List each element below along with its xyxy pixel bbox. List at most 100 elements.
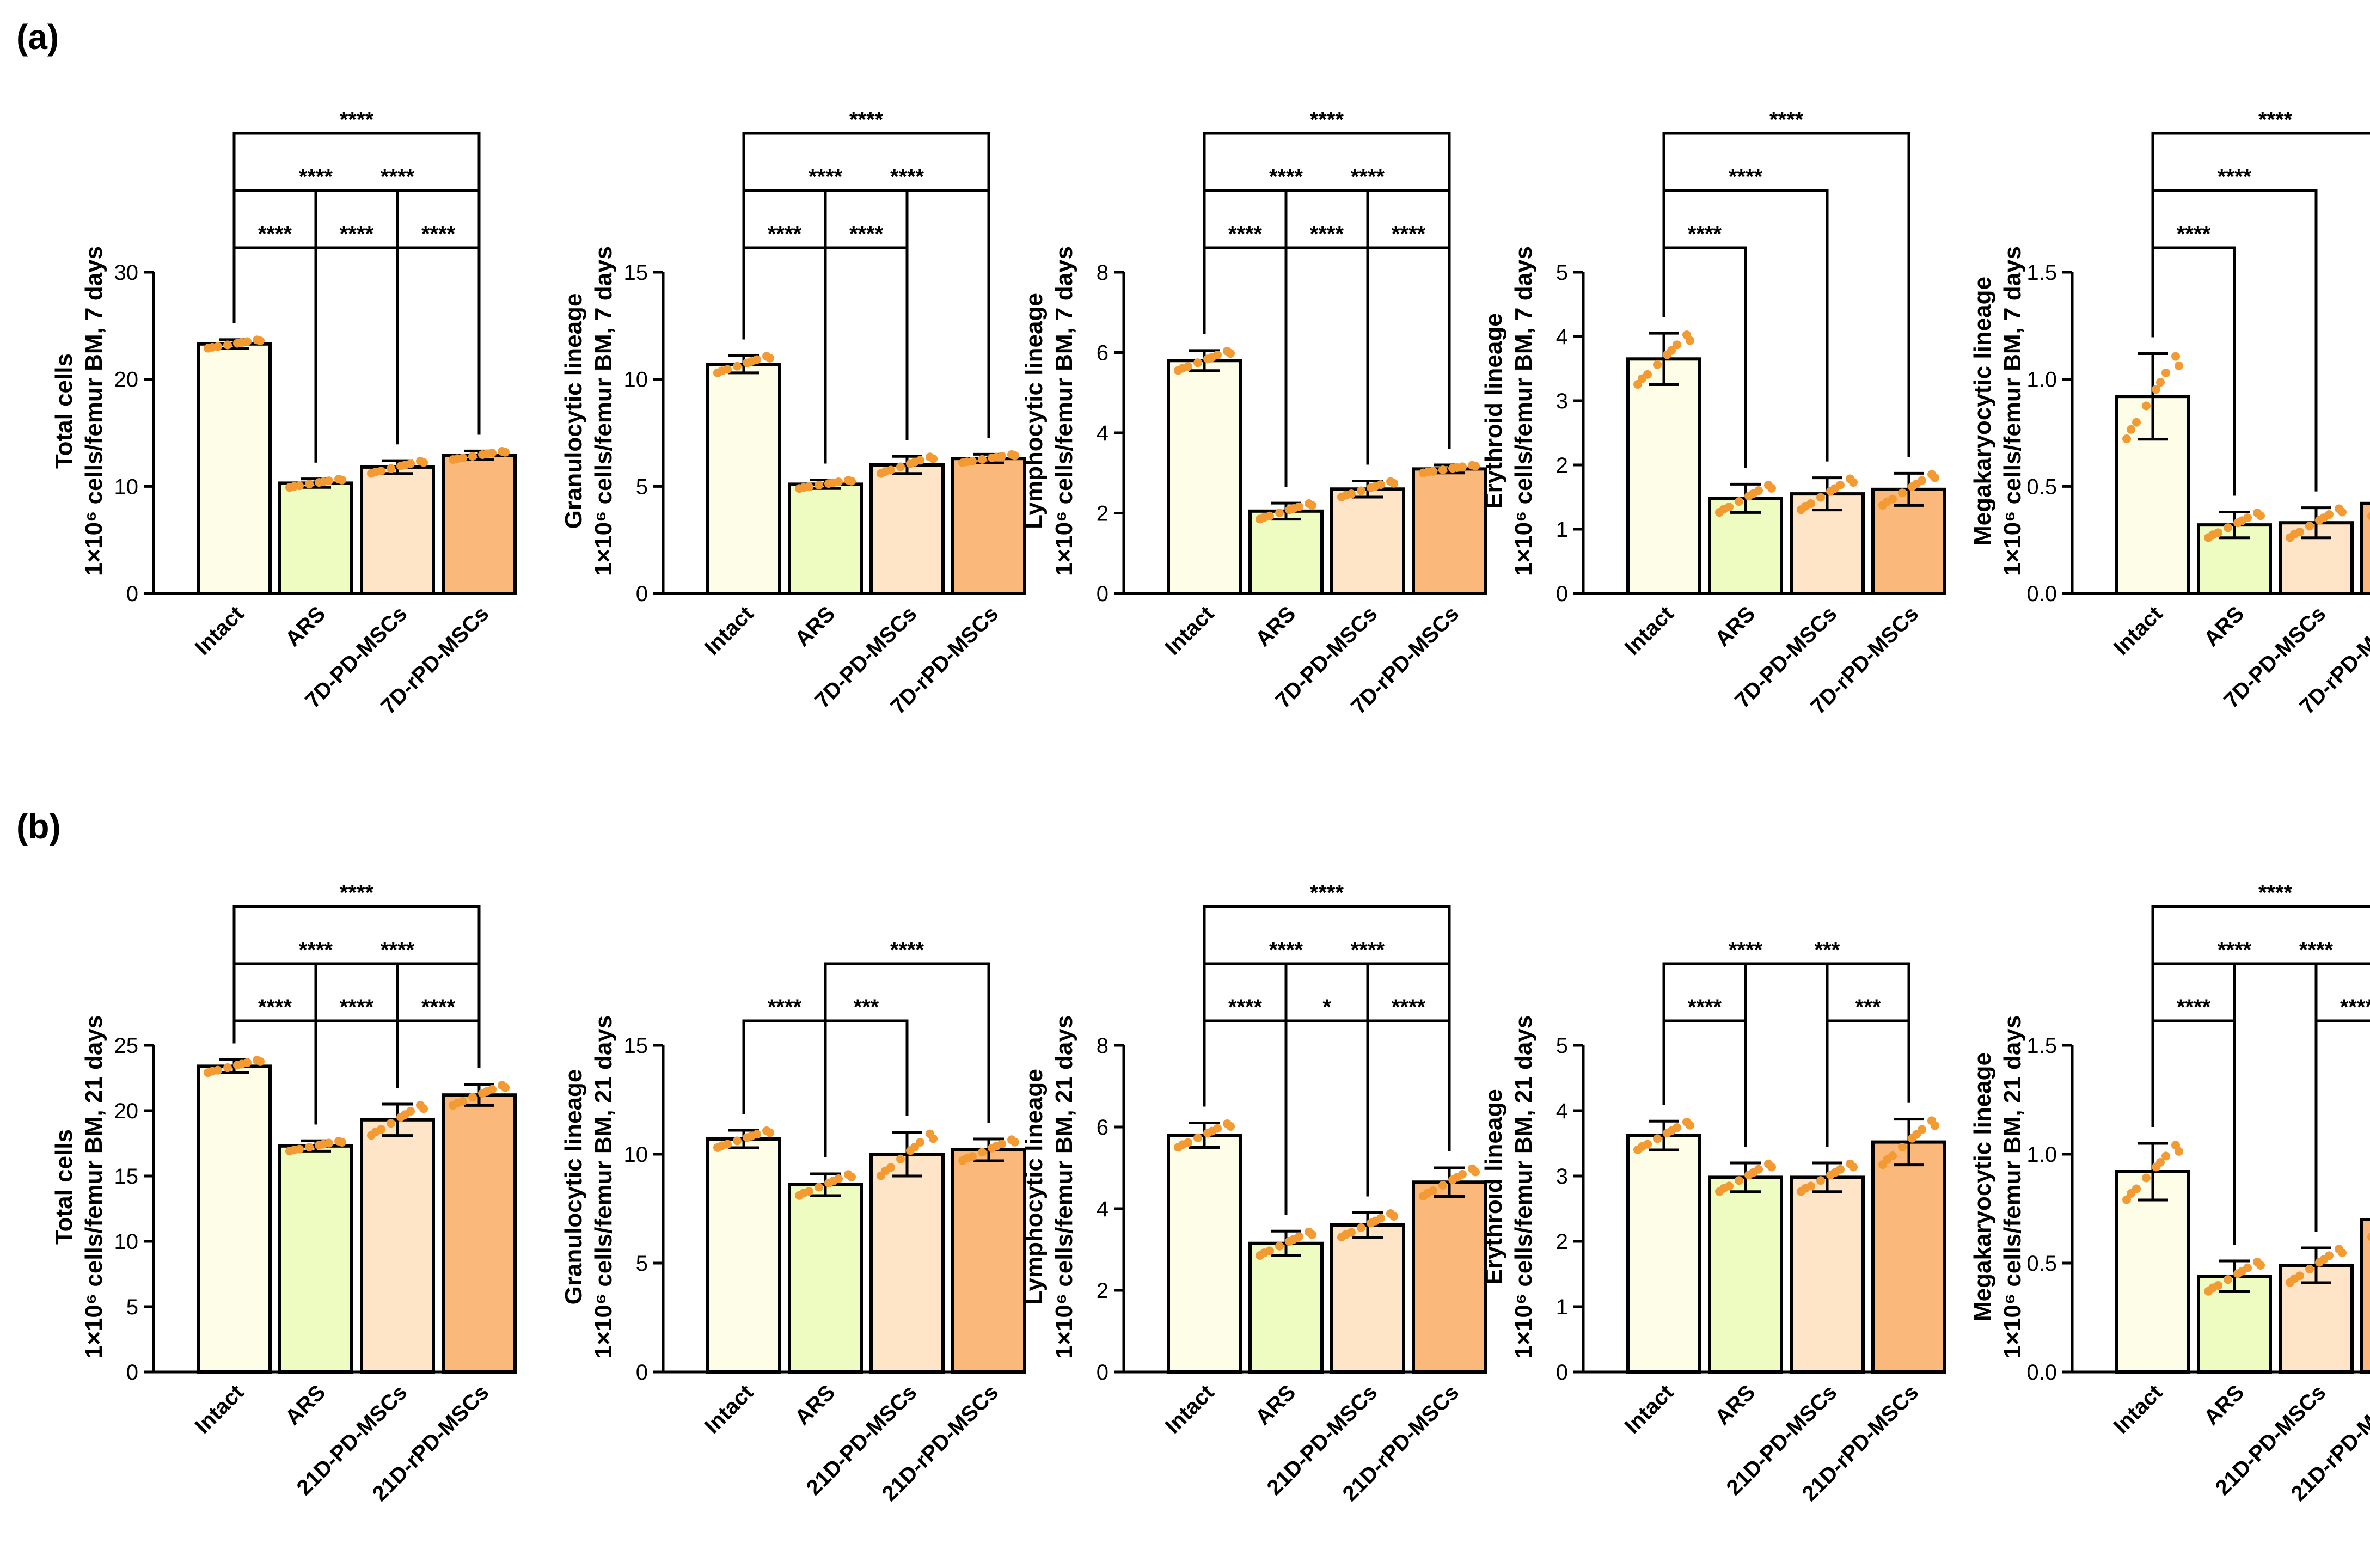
bar-ars [1248,1241,1324,1374]
significance-label: **** [1688,995,1722,1019]
data-point [1226,1122,1235,1131]
significance-bracket [396,246,481,445]
significance-label: **** [1729,938,1763,962]
y-tick-label: 5 [126,1295,138,1319]
y-axis-subtitle: 1×10⁶ cells/femur BM, 7 days [1051,246,1077,576]
significance-bracket [824,246,909,464]
category-label: Intact [191,1380,249,1438]
y-tick-label: 2 [1097,502,1109,526]
chart-2: 0 5 10 15 Granulocytic lineage 1×10⁶ cells/fe… [560,108,1026,719]
data-point [2208,530,2217,540]
data-point [2290,1274,2299,1283]
bar-21d-rpd-mscs [951,1148,1026,1374]
category-label: Intact [700,602,758,660]
bar-ars [278,481,353,596]
data-point [1667,346,1676,355]
y-axis-title: Erythroid lineage [1480,313,1507,509]
y-tick-label: 0 [1556,1361,1568,1385]
y-tick-label: 1 [1556,518,1568,542]
category-label: Intact [1161,1380,1219,1438]
data-point [1178,1140,1187,1149]
category-label: ARS [1251,1380,1301,1430]
data-point [1931,473,1939,482]
data-point [2122,1195,2131,1204]
data-point [290,482,298,491]
significance-label: **** [421,222,456,246]
y-tick-label: 8 [1097,261,1109,285]
category-label: ARS [791,602,840,651]
data-point [718,366,726,376]
significance-bracket [2233,962,2370,1245]
data-point [799,483,808,492]
data-point [223,340,232,350]
chart-4: 0 1 2 3 4 5 Erythroid lineage 1×10⁶ cells/femur… [1480,108,1946,719]
significance-label: **** [2299,938,2334,962]
y-axis-subtitle: 1×10⁶ cells/femur BM, 7 days [1510,246,1537,576]
significance-bracket [232,905,481,1068]
data-point [963,1154,971,1163]
data-point [482,449,491,458]
y-tick-label: 0.5 [2026,1252,2057,1276]
significance-label: **** [849,108,884,132]
data-point [290,1146,298,1155]
significance-bracket [1366,1019,1451,1197]
category-label: ARS [2200,602,2249,651]
bar-21d-pd-mscs [1790,1175,1865,1374]
bar-21d-pd-mscs [869,1153,945,1374]
data-point [305,1142,314,1152]
data-point [237,338,246,347]
data-point [1801,501,1810,511]
y-axis-title: Erythroid lineage [1480,1089,1507,1284]
significance-label: **** [890,165,924,189]
bar-intact [1626,1134,1701,1374]
significance-label: **** [340,222,374,246]
y-tick-label: 0.0 [2026,582,2057,606]
data-point [1849,478,1858,487]
category-label: Intact [2109,602,2167,660]
y-tick-label: 6 [1097,1116,1109,1140]
chart-1: 0 10 20 30 Total cells 1×10⁶ cells/femur BM, … [51,108,517,719]
data-point [1801,1184,1810,1193]
y-tick-label: 10 [624,368,648,392]
y-axis-subtitle: 1×10⁶ cells/femur BM, 7 days [590,246,617,576]
significance-label: **** [890,938,924,962]
significance-label: **** [340,108,374,132]
data-point [1208,353,1216,362]
data-point [1686,1120,1694,1130]
data-point [1389,1211,1398,1221]
y-tick-label: 20 [114,368,139,392]
significance-bracket [314,1019,399,1125]
y-tick-label: 1.5 [2026,261,2057,285]
bar-7d-pd-mscs [360,465,435,596]
data-point [1830,484,1839,493]
significance-label: **** [2218,938,2252,962]
significance-label: **** [299,165,333,189]
y-tick-label: 2 [1097,1279,1109,1303]
y-tick-label: 2 [1556,454,1568,477]
significance-label: **** [1269,938,1303,962]
y-tick-label: 4 [1556,1099,1568,1123]
data-point [1931,1121,1939,1130]
data-point [2122,434,2131,444]
y-axis-subtitle: 1×10⁶ cells/femur BM, 21 days [81,1015,107,1358]
data-point [1178,364,1187,373]
data-point [747,1131,756,1141]
y-tick-label: 0 [636,1361,648,1385]
data-point [1816,493,1825,502]
data-point [1275,1241,1284,1251]
significance-label: **** [1228,995,1263,1019]
y-axis-subtitle: 1×10⁶ cells/femur BM, 21 days [1510,1015,1537,1358]
data-point [2152,385,2160,394]
data-point [1767,1162,1776,1172]
bar-intact [1167,1134,1242,1374]
significance-bracket [2151,905,2370,1127]
category-label: ARS [791,1380,840,1430]
data-point [2142,401,2151,411]
data-point [1912,480,1921,489]
data-point [881,1166,890,1175]
category-label: Intact [1161,602,1219,660]
significance-label: *** [1855,995,1881,1019]
data-point [1898,1142,1907,1152]
data-point [1883,1155,1891,1164]
y-tick-label: 4 [1097,1197,1109,1221]
